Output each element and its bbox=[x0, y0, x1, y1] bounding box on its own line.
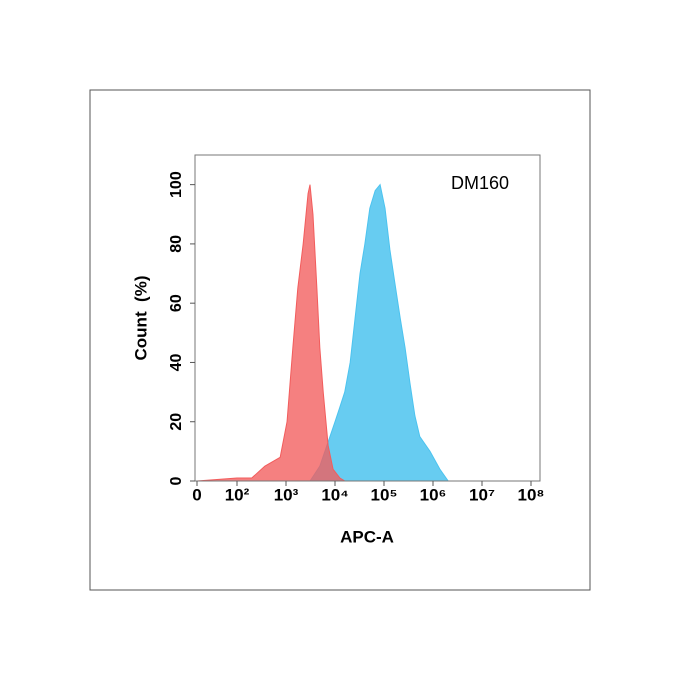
x-tick-label: 10⁷ bbox=[469, 485, 495, 504]
y-tick-label: 80 bbox=[168, 235, 185, 253]
y-axis-label: Count (%) bbox=[131, 276, 150, 361]
histogram-area bbox=[309, 183, 450, 482]
annotation: DM160 bbox=[451, 173, 509, 193]
x-axis-label: APC-A bbox=[340, 527, 394, 546]
plot-frame bbox=[194, 154, 541, 482]
x-tick-label: 10⁵ bbox=[371, 485, 398, 504]
histogram-area bbox=[196, 184, 347, 482]
x-tick-label: 10⁶ bbox=[420, 485, 447, 504]
y-tick-label: 20 bbox=[168, 413, 185, 431]
x-tick-label: 10⁸ bbox=[518, 485, 545, 504]
y-tick-label: 60 bbox=[168, 294, 185, 312]
x-tick-label: 10⁴ bbox=[321, 485, 348, 504]
figure-border bbox=[89, 89, 591, 591]
x-tick-label: 10² bbox=[225, 485, 250, 504]
x-tick-label: 10³ bbox=[274, 485, 299, 504]
y-tick-label: 40 bbox=[168, 353, 185, 371]
y-tick-label: 0 bbox=[168, 476, 185, 485]
y-tick-label: 100 bbox=[168, 171, 185, 198]
x-tick-label: 0 bbox=[192, 485, 201, 504]
